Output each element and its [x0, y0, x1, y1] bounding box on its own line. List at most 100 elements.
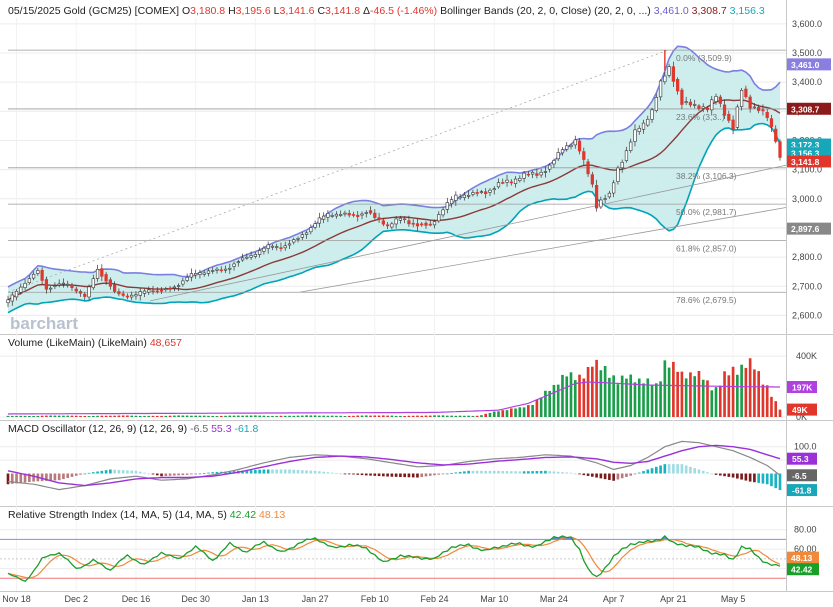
volume-bar [23, 415, 27, 417]
candle-body [223, 268, 228, 271]
candle-body [49, 287, 53, 290]
volume-bar [87, 416, 91, 417]
volume-bar [83, 416, 87, 417]
macd-tag-label: -6.5 [792, 471, 807, 481]
volume-bar [718, 385, 722, 417]
candle-body [454, 194, 458, 201]
price-tag-label: 2,897.6 [791, 224, 820, 234]
candle-body [650, 109, 654, 120]
macd-histogram-bar [249, 470, 253, 474]
volume-bar [254, 415, 257, 417]
macd-histogram-bar [386, 473, 389, 477]
macd-histogram-bar [471, 470, 475, 474]
candle-body [492, 188, 496, 191]
macd-histogram-bar [126, 470, 129, 474]
macd-histogram-bar [727, 473, 731, 477]
volume-bar [505, 410, 509, 417]
rsi-tag-label: 48.13 [791, 553, 813, 563]
price-tag-label: 3,141.8 [791, 157, 820, 167]
macd-histogram-bar [544, 470, 547, 474]
x-tick-label: Apr 21 [660, 594, 687, 604]
volume-bar [211, 415, 215, 417]
header-h-label: H [228, 5, 236, 17]
volume-bar [36, 415, 40, 417]
volume-bar [774, 401, 778, 417]
macd-histogram-bar [450, 472, 453, 474]
macd-histogram-bar [194, 473, 197, 475]
macd-y-tick: 100.0 [794, 442, 817, 452]
macd-histogram-bar [296, 469, 300, 474]
volume-bar [437, 415, 441, 417]
header-symbol: Gold (GCM25) [COMEX] [63, 5, 179, 17]
candle-body [705, 107, 710, 111]
volume-bar [753, 369, 756, 417]
macd-histogram-bar [100, 470, 104, 474]
candle-body [552, 160, 556, 165]
macd-histogram-bar [501, 471, 505, 474]
macd-histogram-bar [83, 473, 87, 475]
volume-bar [424, 415, 428, 417]
header-bb-title: Bollinger Bands (20, 2, 0, Close) [440, 5, 591, 17]
volume-bar [117, 415, 121, 417]
candle-body [693, 104, 697, 106]
macd-histogram-bar [215, 471, 219, 474]
macd-histogram-bar [305, 470, 308, 474]
volume-bar [569, 372, 573, 417]
macd-histogram-bar [561, 472, 564, 474]
candle-body [765, 112, 769, 118]
candle-body [445, 202, 449, 210]
macd-histogram-bar [650, 468, 654, 474]
volume-bar [471, 415, 475, 417]
candle-body [543, 171, 548, 173]
volume-bar [654, 383, 658, 417]
candle-body [70, 284, 74, 289]
macd-histogram-bar [343, 473, 347, 475]
candle-body [14, 290, 19, 298]
macd-histogram-bar [288, 469, 291, 474]
macd-histogram-bar [484, 470, 488, 474]
candle-body [637, 127, 641, 132]
macd-histogram-bar [266, 469, 270, 474]
x-tick-label: Mar 24 [540, 594, 568, 604]
candle-body [134, 294, 138, 297]
candle-body [181, 280, 185, 285]
x-tick-label: Dec 16 [122, 594, 151, 604]
candle-body [522, 172, 526, 179]
x-tick-label: Mar 10 [480, 594, 508, 604]
candle-body [215, 268, 219, 271]
candle-body [253, 254, 258, 257]
volume-bar [322, 415, 325, 417]
candle-body [718, 96, 722, 104]
candle-body [565, 145, 569, 150]
volume-bar [582, 378, 586, 417]
macd-histogram-bar [672, 464, 675, 474]
candle-body [347, 212, 351, 216]
macd-histogram-bar [591, 473, 594, 477]
price-y-tick: 2,800.0 [792, 252, 822, 262]
candle-body [390, 223, 394, 228]
rsi-value: 42.42 [230, 509, 256, 521]
rsi-line [7, 534, 781, 582]
volume-bar [386, 415, 389, 417]
macd-histogram-bar [19, 473, 23, 483]
header-close: 3,141.8 [325, 5, 360, 17]
macd-tag-box [787, 469, 817, 482]
macd-line [7, 440, 781, 491]
macd-histogram-bar [505, 471, 509, 474]
header-chg-label: Δ [363, 5, 370, 17]
volume-bar [616, 384, 620, 417]
macd-histogram-bar [706, 472, 709, 474]
volume-bar [565, 376, 569, 417]
volume-bar [91, 415, 95, 417]
macd-histogram-bar [437, 473, 441, 475]
macd-histogram-bar [603, 473, 607, 480]
macd-signal-value: 55.3 [211, 423, 232, 435]
trendline-upper [149, 164, 787, 302]
rsi-header: Relative Strength Index (14, MA, 5) (14,… [8, 509, 285, 521]
volume-bar [650, 385, 654, 417]
volume-bar [271, 415, 274, 417]
volume-bar [100, 415, 104, 417]
volume-bar [501, 410, 505, 417]
candle-body [159, 290, 164, 292]
macd-histogram-bar [262, 469, 266, 474]
